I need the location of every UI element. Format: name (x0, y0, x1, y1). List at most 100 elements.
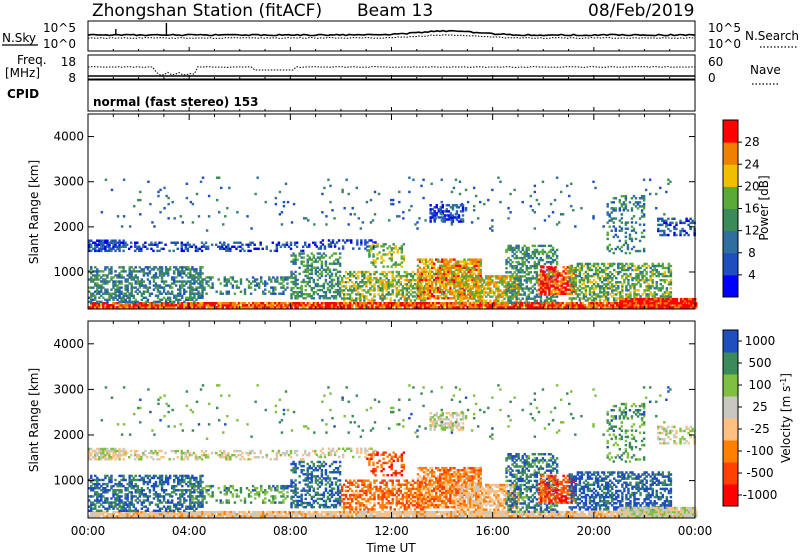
power-cell (523, 256, 526, 260)
power-cell (365, 200, 369, 204)
power-cell (581, 302, 585, 305)
power-cell (96, 274, 99, 277)
power-cell (324, 292, 328, 296)
power-cell (499, 277, 502, 280)
power-cell (96, 276, 99, 279)
power-cell (512, 306, 516, 309)
power-cell (626, 227, 630, 230)
power-cell (627, 283, 630, 286)
power-cell (334, 268, 338, 272)
power-cell (94, 243, 97, 246)
power-cell (405, 285, 409, 288)
power-cell (114, 243, 117, 246)
power-cell (148, 243, 151, 246)
power-cell (237, 304, 241, 307)
power-cell (110, 241, 113, 244)
power-cell (460, 279, 464, 282)
power-cell (665, 291, 669, 294)
power-cell (349, 306, 352, 309)
power-cell (663, 304, 667, 307)
power-cell (268, 302, 271, 305)
power-cell (289, 243, 293, 246)
power-cell (264, 304, 267, 307)
power-cell (549, 202, 553, 206)
power-cell (629, 285, 632, 288)
power-cell (257, 282, 261, 285)
power-cell (264, 280, 267, 283)
power-cell (116, 245, 119, 249)
power-cell (452, 304, 455, 307)
power-cell (500, 306, 504, 309)
power-cell (551, 295, 555, 298)
power-cell (96, 249, 99, 253)
power-cell (525, 277, 528, 280)
power-cell (302, 306, 305, 309)
power-cell (665, 299, 669, 303)
power-cell (306, 280, 309, 284)
power-cell (445, 268, 448, 272)
power-cell (456, 293, 460, 296)
power-cell (594, 266, 598, 270)
power-cell (441, 290, 444, 294)
power-cell (447, 274, 450, 278)
power-cell (454, 304, 457, 307)
power-cell (266, 306, 269, 309)
power-cell (114, 249, 117, 253)
power-cell (659, 283, 663, 286)
power-cell (459, 264, 462, 267)
power-cell (430, 284, 434, 288)
power-cell (490, 302, 494, 305)
power-cell (614, 302, 617, 305)
power-cell (511, 275, 514, 278)
power-cell (201, 272, 204, 275)
power-cell (623, 306, 626, 309)
power-cell (227, 290, 231, 293)
power-cell (202, 245, 206, 249)
power-cell (570, 268, 573, 272)
power-cell (517, 283, 520, 286)
power-cell (164, 306, 168, 309)
power-cell (574, 276, 578, 280)
power-cell (485, 277, 488, 280)
power-cell (132, 286, 135, 289)
power-cell (128, 306, 131, 309)
power-cell (154, 306, 158, 309)
power-cell (278, 292, 281, 295)
power-cell (374, 259, 377, 262)
power-cell (148, 282, 152, 285)
power-cell (637, 264, 640, 268)
power-cell (444, 302, 447, 305)
power-cell (294, 258, 297, 261)
power-cell (201, 280, 204, 283)
power-cell (488, 306, 492, 309)
power-cell (443, 270, 446, 274)
power-cell (432, 280, 436, 284)
power-cell (428, 268, 432, 272)
power-cell (203, 304, 206, 307)
power-cell (102, 306, 105, 309)
power-cell (383, 306, 386, 309)
power-cell (473, 262, 476, 265)
power-cell (96, 278, 99, 281)
power-cell (322, 297, 326, 300)
power-cell (398, 215, 401, 218)
power-cell (411, 274, 415, 278)
power-cell (439, 288, 442, 292)
power-cell (449, 212, 453, 215)
power-cell (257, 304, 261, 307)
power-cell (365, 285, 368, 288)
power-cell (479, 299, 482, 302)
power-cell (621, 299, 624, 303)
nsky-trace (87, 29, 696, 37)
power-cell (104, 247, 107, 251)
power-cell (521, 289, 524, 292)
power-cell (274, 288, 277, 291)
power-cell (535, 295, 539, 298)
power-cell (416, 274, 420, 278)
power-cell (435, 290, 438, 294)
power-cell (320, 256, 324, 259)
power-cell (521, 271, 524, 274)
power-cell (535, 306, 538, 309)
power-cell (384, 253, 387, 256)
power-cell (449, 284, 452, 288)
